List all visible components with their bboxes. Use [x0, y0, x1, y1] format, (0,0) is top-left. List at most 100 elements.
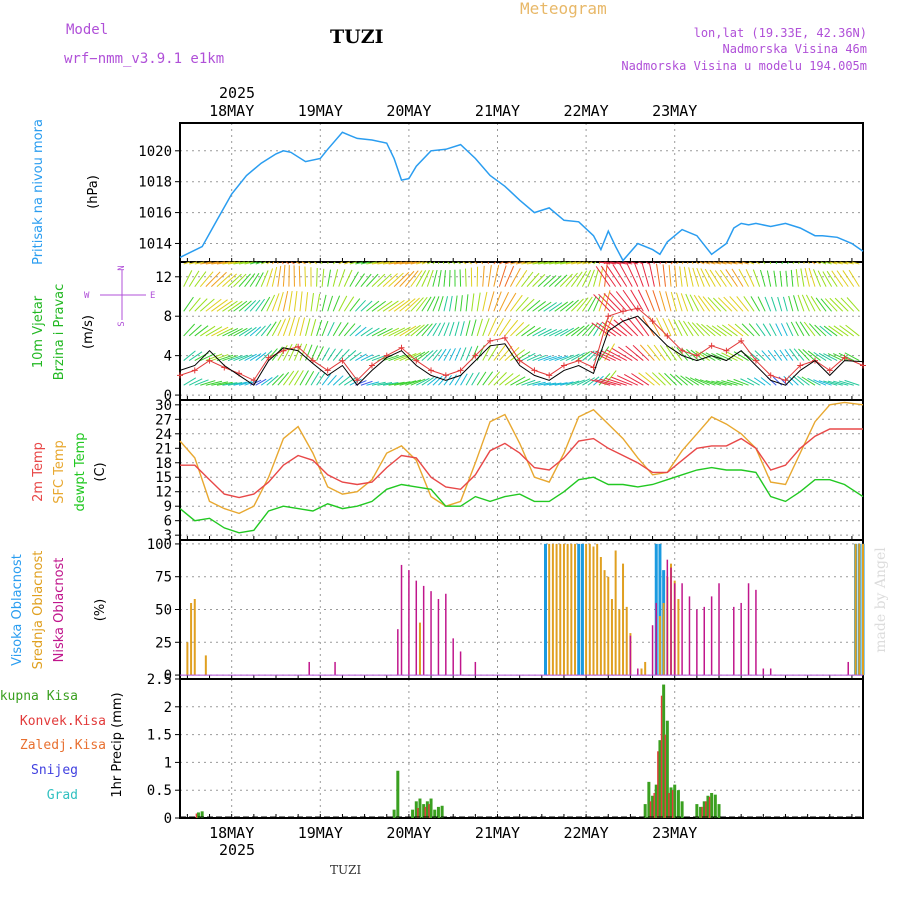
- wind-arrow: [599, 261, 611, 265]
- wind-arrow: [404, 270, 419, 287]
- wind-compass: N W E S: [84, 265, 155, 326]
- gust-marker: [206, 357, 213, 364]
- wind-arrow: [404, 324, 421, 337]
- precip-bar-total: [647, 781, 651, 818]
- wind-arrow: [426, 269, 434, 287]
- credit: made by Angel: [873, 547, 889, 653]
- day-label-top: 23MAY: [652, 102, 697, 120]
- wind-arrow: [521, 298, 535, 312]
- wind-arrow: [349, 325, 362, 337]
- wind-arrow: [454, 321, 460, 337]
- wind-arrow: [723, 296, 738, 312]
- precip-tick-label: 2.5: [147, 672, 172, 688]
- wind-arrow: [786, 261, 790, 265]
- wind-arrow: [233, 300, 248, 312]
- wind-arrow: [734, 323, 749, 337]
- wind-arrow: [543, 302, 557, 312]
- wind-arrow: [321, 373, 331, 386]
- precip-label-snow: Snijeg: [31, 763, 78, 778]
- wind-arrow: [521, 271, 534, 287]
- gust-marker: [575, 357, 582, 364]
- wind-arrow: [377, 327, 393, 337]
- wind-arrow: [421, 323, 433, 337]
- gust-marker: [605, 313, 612, 320]
- wind-arrow: [595, 350, 616, 362]
- wind-arrow: [255, 378, 267, 386]
- wind-arrow: [468, 261, 472, 265]
- wind-arrow: [260, 270, 269, 287]
- wind-arrow: [653, 344, 666, 361]
- wind-arrow: [549, 355, 563, 362]
- wind-arrow: [606, 265, 622, 287]
- wind-arrow: [316, 293, 321, 312]
- wind-arrow: [382, 354, 399, 362]
- wind-arrow: [624, 373, 644, 386]
- pressure-tick-label: 1020: [138, 144, 172, 160]
- wind-arrow: [683, 266, 689, 287]
- wind-tick-label: 0: [164, 388, 172, 404]
- wind-arrow: [449, 374, 457, 386]
- wind-tick-label: 4: [164, 349, 172, 365]
- wind-arrow: [674, 265, 678, 287]
- wind-arrow: [838, 380, 854, 386]
- wind-arrow: [487, 265, 492, 287]
- wind-arrow: [510, 294, 523, 312]
- wind-arrow: [600, 265, 617, 287]
- precip-bar-total: [695, 804, 699, 818]
- wind-arrow: [685, 293, 694, 312]
- precip-bar-conv: [653, 792, 655, 818]
- gust-marker: [339, 357, 346, 364]
- wind-arrow: [399, 270, 415, 287]
- wind-arrow: [576, 324, 590, 337]
- precip-ylabel: 1hr Precip (mm): [110, 692, 125, 797]
- wind-arrow: [227, 381, 243, 386]
- wind-arrow: [377, 300, 393, 312]
- wind-arrow: [244, 300, 257, 312]
- wind-arrow: [845, 261, 854, 265]
- day-label-bottom: 20MAY: [386, 824, 431, 842]
- wind-arrow: [704, 268, 716, 287]
- precip-bar-total: [392, 809, 396, 818]
- wind-arrow: [721, 352, 738, 362]
- wind-arrow: [404, 297, 420, 312]
- wind-arrow: [266, 375, 279, 386]
- precip-bar-total: [665, 720, 669, 818]
- wind-arrow: [689, 294, 700, 312]
- wind-arrow: [200, 261, 212, 265]
- bottom-day-labels: 18MAY 19MAY 20MAY 21MAY 22MAY 23MAY: [209, 824, 697, 842]
- gust-marker: [250, 377, 257, 384]
- wind-arrow: [189, 378, 203, 386]
- wind-arrow: [222, 261, 236, 265]
- compass-e: E: [150, 291, 155, 301]
- wind-arrow: [638, 372, 655, 386]
- wind-arrow: [314, 261, 317, 265]
- wind-arrow: [498, 265, 507, 287]
- wind-arrow: [227, 261, 241, 265]
- station-title: TUZI: [330, 26, 384, 48]
- wind-arrow: [482, 291, 488, 312]
- wind-arrow: [421, 261, 428, 265]
- wind-arrow: [194, 298, 208, 312]
- wind-arrow: [681, 261, 684, 265]
- wind-arrow: [820, 298, 833, 312]
- wind-arrow: [233, 261, 245, 265]
- wind-arrow: [784, 349, 794, 361]
- wind-arrow: [498, 345, 513, 361]
- temp-tick-label: 3: [164, 528, 172, 544]
- day-label-bottom: 23MAY: [652, 824, 697, 842]
- wind-arrow: [244, 353, 257, 362]
- wind-arrow: [607, 320, 628, 337]
- precip-bar-total: [699, 806, 703, 818]
- wind-arrow: [576, 261, 585, 265]
- wind-arrow: [590, 350, 611, 362]
- wind-arrow: [266, 321, 277, 337]
- wind-arrow: [829, 297, 844, 312]
- wind-arrows: [183, 261, 860, 386]
- wind-speed-line: [179, 315, 864, 386]
- precip-bar-total: [429, 798, 433, 818]
- gust-marker: [560, 362, 567, 369]
- wind-arrow: [785, 270, 788, 287]
- dewpt-line: [179, 466, 864, 534]
- wind-arrow: [813, 269, 822, 287]
- wind-arrow: [526, 261, 538, 265]
